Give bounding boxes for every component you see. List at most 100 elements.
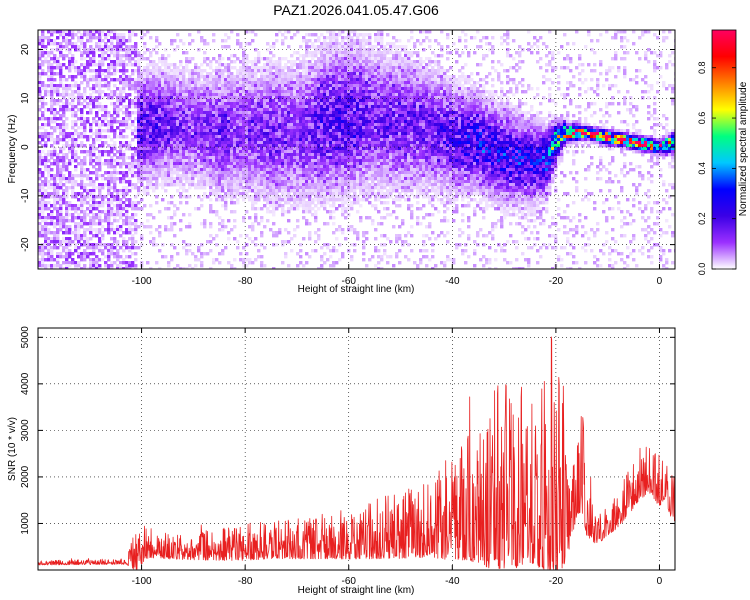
heatmap-cell <box>242 129 246 133</box>
heatmap-cell <box>206 240 210 244</box>
heatmap-cell <box>104 171 108 175</box>
heatmap-cell <box>167 66 171 70</box>
heatmap-cell <box>230 114 234 118</box>
heatmap-cell <box>311 72 315 76</box>
heatmap-cell <box>86 60 90 64</box>
heatmap-cell <box>128 237 132 241</box>
heatmap-cell <box>275 96 279 100</box>
heatmap-cell <box>68 75 72 79</box>
heatmap-cell <box>266 57 270 61</box>
heatmap-cell <box>146 81 150 85</box>
heatmap-cell <box>302 126 306 130</box>
heatmap-cell <box>80 54 84 58</box>
heatmap-cell <box>269 147 273 151</box>
heatmap-cell <box>176 33 180 37</box>
heatmap-cell <box>209 141 213 145</box>
heatmap-cell <box>113 108 117 112</box>
heatmap-cell <box>119 102 123 106</box>
heatmap-cell <box>194 90 198 94</box>
heatmap-cell <box>41 198 45 202</box>
heatmap-cell <box>308 204 312 208</box>
heatmap-cell <box>167 111 171 115</box>
heatmap-cell <box>83 231 87 235</box>
heatmap-cell <box>149 183 153 187</box>
heatmap-cell <box>125 117 129 121</box>
heatmap-cell <box>50 63 54 67</box>
heatmap-cell <box>74 243 78 247</box>
heatmap-cell <box>74 234 78 238</box>
heatmap-cell <box>149 159 153 163</box>
heatmap-cell <box>38 228 42 232</box>
heatmap-cell <box>56 168 60 172</box>
heatmap-cell <box>53 189 57 193</box>
heatmap-cell <box>206 108 210 112</box>
heatmap-cell <box>62 216 66 220</box>
heatmap-cell <box>317 81 321 85</box>
heatmap-cell <box>302 129 306 133</box>
heatmap-cell <box>134 81 138 85</box>
heatmap-cell <box>185 111 189 115</box>
heatmap-cell <box>155 261 159 265</box>
heatmap-cell <box>230 132 234 136</box>
heatmap-cell <box>134 186 138 190</box>
heatmap-cell <box>194 105 198 109</box>
heatmap-cell <box>245 30 249 34</box>
heatmap-cell <box>296 72 300 76</box>
heatmap-cell <box>146 30 150 34</box>
heatmap-cell <box>143 225 147 229</box>
heatmap-cell <box>272 195 276 199</box>
heatmap-cell <box>47 258 51 262</box>
heatmap-cell <box>71 36 75 40</box>
heatmap-cell <box>191 105 195 109</box>
heatmap-cell <box>143 162 147 166</box>
heatmap-cell <box>257 168 261 172</box>
heatmap-cell <box>206 84 210 88</box>
heatmap-cell <box>227 261 231 265</box>
heatmap-cell <box>239 132 243 136</box>
heatmap-cell <box>122 207 126 211</box>
heatmap-cell <box>281 120 285 124</box>
heatmap-cell <box>320 159 324 163</box>
heatmap-cell <box>71 141 75 145</box>
heatmap-cell <box>65 132 69 136</box>
heatmap-cell <box>302 264 306 268</box>
heatmap-cell <box>161 135 165 139</box>
heatmap-cell <box>134 225 138 229</box>
heatmap-cell <box>167 207 171 211</box>
heatmap-cell <box>62 54 66 58</box>
heatmap-cell <box>158 183 162 187</box>
heatmap-cell <box>74 45 78 49</box>
heatmap-cell <box>287 174 291 178</box>
heatmap-cell <box>173 141 177 145</box>
heatmap-cell <box>245 252 249 256</box>
heatmap-cell <box>179 228 183 232</box>
heatmap-cell <box>80 171 84 175</box>
heatmap-cell <box>134 69 138 73</box>
heatmap-cell <box>251 114 255 118</box>
heatmap-cell <box>206 252 210 256</box>
heatmap-cell <box>224 153 228 157</box>
heatmap-cell <box>281 66 285 70</box>
heatmap-cell <box>56 60 60 64</box>
heatmap-cell <box>83 57 87 61</box>
heatmap-cell <box>218 141 222 145</box>
heatmap-cell <box>80 72 84 76</box>
heatmap-cell <box>38 261 42 265</box>
heatmap-cell <box>152 72 156 76</box>
heatmap-cell <box>95 159 99 163</box>
heatmap-cell <box>125 231 129 235</box>
heatmap-cell <box>92 96 96 100</box>
heatmap-cell <box>155 144 159 148</box>
heatmap-cell <box>131 159 135 163</box>
heatmap-cell <box>134 162 138 166</box>
heatmap-cell <box>224 90 228 94</box>
heatmap-cell <box>293 183 297 187</box>
heatmap-cell <box>146 108 150 112</box>
heatmap-cell <box>236 120 240 124</box>
heatmap-cell <box>158 234 162 238</box>
heatmap-cell <box>185 156 189 160</box>
heatmap-cell <box>260 129 264 133</box>
heatmap-cell <box>272 177 276 181</box>
heatmap-cell <box>143 81 147 85</box>
heatmap-cell <box>152 132 156 136</box>
